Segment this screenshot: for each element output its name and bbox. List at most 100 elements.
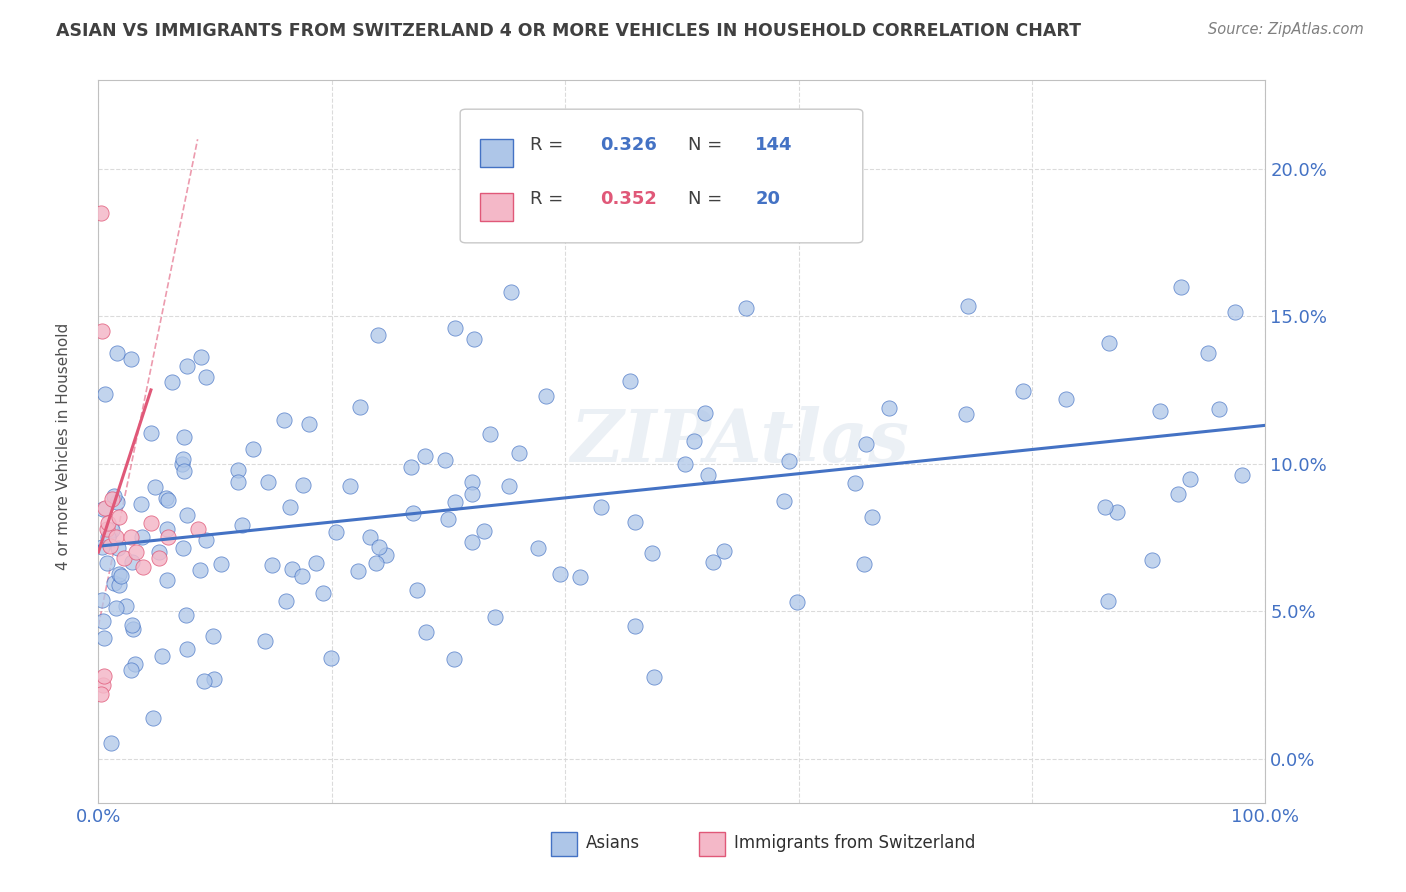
Point	[176, 641, 198, 656]
Point	[443, 320, 465, 334]
Point	[273, 413, 295, 427]
Point	[91, 614, 114, 628]
Point	[772, 493, 794, 508]
Point	[713, 543, 735, 558]
FancyBboxPatch shape	[479, 139, 513, 167]
Text: 0.352: 0.352	[600, 191, 657, 209]
Point	[172, 451, 194, 466]
Point	[254, 633, 277, 648]
Point	[107, 567, 129, 582]
Point	[148, 551, 170, 566]
Point	[589, 500, 612, 514]
Point	[176, 508, 198, 523]
Point	[673, 457, 696, 471]
Point	[527, 541, 550, 556]
Point	[413, 449, 436, 463]
Point	[478, 427, 501, 442]
Point	[1011, 384, 1033, 398]
Point	[855, 437, 877, 451]
Point	[156, 522, 179, 536]
Point	[98, 539, 121, 553]
Point	[359, 530, 381, 544]
Point	[474, 524, 496, 538]
Point	[619, 374, 641, 388]
Point	[463, 333, 485, 347]
Point	[779, 453, 801, 467]
Point	[143, 480, 166, 494]
Point	[569, 570, 592, 584]
Point	[90, 540, 112, 554]
Text: R =: R =	[530, 191, 564, 209]
Point	[96, 522, 118, 536]
Point	[176, 359, 198, 373]
Point	[443, 651, 465, 665]
Point	[498, 479, 520, 493]
FancyBboxPatch shape	[479, 193, 513, 221]
FancyBboxPatch shape	[551, 832, 576, 855]
Point	[120, 663, 142, 677]
Point	[124, 657, 146, 672]
Point	[131, 530, 153, 544]
Point	[242, 442, 264, 457]
Point	[173, 430, 195, 444]
Point	[193, 674, 215, 689]
Point	[91, 501, 114, 516]
Point	[108, 509, 131, 524]
Point	[1149, 404, 1171, 418]
Point	[364, 557, 387, 571]
Text: N =: N =	[688, 191, 723, 209]
Point	[321, 651, 343, 665]
Point	[97, 530, 120, 544]
Point	[115, 599, 138, 614]
Point	[101, 491, 124, 506]
Point	[347, 564, 370, 578]
Point	[93, 669, 115, 683]
Point	[844, 476, 866, 491]
Point	[702, 555, 724, 569]
Point	[108, 578, 131, 592]
Point	[155, 491, 177, 505]
Point	[1197, 346, 1219, 360]
Point	[110, 569, 132, 583]
Point	[90, 324, 112, 338]
Point	[150, 649, 173, 664]
Point	[231, 517, 253, 532]
Point	[339, 479, 361, 493]
Text: Asians: Asians	[586, 833, 640, 852]
Point	[96, 556, 118, 570]
Point	[508, 445, 530, 459]
Point	[120, 351, 142, 366]
Text: R =: R =	[530, 136, 564, 154]
Point	[226, 475, 249, 489]
Point	[209, 558, 232, 572]
Point	[121, 617, 143, 632]
Point	[281, 562, 304, 576]
Point	[129, 497, 152, 511]
FancyBboxPatch shape	[699, 832, 725, 855]
Point	[402, 507, 425, 521]
Point	[121, 555, 143, 569]
Point	[461, 475, 484, 489]
Point	[697, 468, 720, 483]
Point	[256, 475, 278, 489]
Text: 144: 144	[755, 136, 793, 154]
Point	[406, 583, 429, 598]
Point	[202, 672, 225, 686]
Point	[437, 511, 460, 525]
Point	[141, 425, 163, 440]
Point	[148, 545, 170, 559]
Point	[291, 569, 314, 583]
Point	[415, 624, 437, 639]
Point	[623, 619, 645, 633]
Point	[107, 541, 129, 555]
Point	[156, 493, 179, 508]
Point	[877, 401, 900, 415]
Point	[91, 678, 114, 692]
Point	[624, 515, 647, 529]
Point	[734, 301, 756, 316]
FancyBboxPatch shape	[460, 109, 863, 243]
Point	[957, 299, 980, 313]
Point	[188, 564, 211, 578]
Point	[375, 549, 398, 563]
Point	[276, 594, 298, 608]
